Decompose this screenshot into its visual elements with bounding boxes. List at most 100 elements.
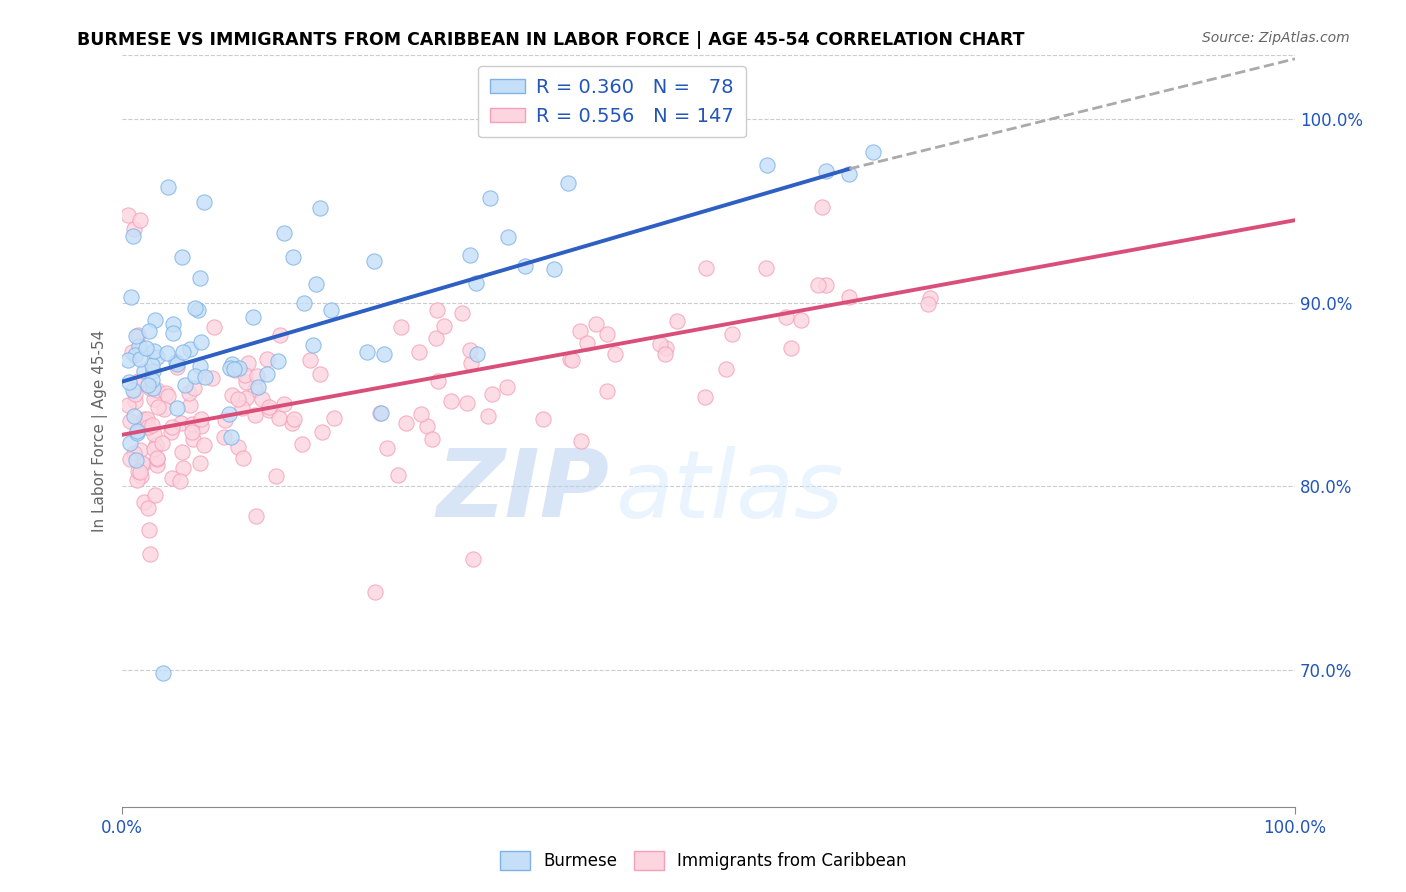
Point <box>156 180 179 194</box>
Point <box>127 374 149 388</box>
Point <box>395 416 418 430</box>
Point <box>256 368 278 382</box>
Point <box>464 276 486 290</box>
Point <box>141 418 163 433</box>
Point <box>132 363 155 377</box>
Point <box>596 384 619 398</box>
Point <box>173 377 195 392</box>
Point <box>460 356 482 370</box>
Point <box>465 346 488 360</box>
Point <box>127 328 149 343</box>
Point <box>160 425 183 440</box>
Point <box>136 378 159 392</box>
Point <box>141 373 163 387</box>
Point <box>187 303 209 318</box>
Point <box>118 435 141 450</box>
Point <box>172 445 194 459</box>
Point <box>169 474 191 488</box>
Point <box>246 380 269 394</box>
Point <box>495 379 517 393</box>
Point <box>319 302 342 317</box>
Point <box>142 364 165 378</box>
Point <box>128 465 150 479</box>
Point <box>425 330 447 344</box>
Point <box>172 461 194 475</box>
Point <box>479 191 502 205</box>
Point <box>166 357 188 371</box>
Point <box>246 369 269 384</box>
Point <box>363 254 385 268</box>
Point <box>117 208 139 222</box>
Point <box>695 261 717 276</box>
Point <box>426 302 449 317</box>
Point <box>156 389 179 403</box>
Point <box>188 271 211 285</box>
Point <box>122 409 145 423</box>
Point <box>138 523 160 537</box>
Point <box>513 259 536 273</box>
Point <box>917 297 939 311</box>
Point <box>585 317 607 331</box>
Point <box>128 442 150 457</box>
Point <box>145 438 167 452</box>
Point <box>143 488 166 502</box>
Point <box>183 381 205 395</box>
Point <box>256 352 278 367</box>
Point <box>291 437 314 451</box>
Point <box>190 334 212 349</box>
Point <box>172 345 194 359</box>
Point <box>193 194 215 209</box>
Point <box>543 262 565 277</box>
Point <box>172 250 194 264</box>
Y-axis label: In Labor Force | Age 45-54: In Labor Force | Age 45-54 <box>93 330 108 533</box>
Point <box>148 400 170 414</box>
Point <box>561 352 583 367</box>
Point <box>190 411 212 425</box>
Point <box>214 412 236 426</box>
Legend: R = 0.360   N =   78, R = 0.556   N = 147: R = 0.360 N = 78, R = 0.556 N = 147 <box>478 66 745 137</box>
Point <box>118 452 141 467</box>
Point <box>311 425 333 439</box>
Point <box>477 409 499 423</box>
Point <box>389 319 412 334</box>
Point <box>219 429 242 443</box>
Point <box>120 414 142 428</box>
Point <box>416 418 439 433</box>
Point <box>122 383 145 397</box>
Point <box>125 424 148 438</box>
Point <box>122 229 145 244</box>
Point <box>756 158 779 172</box>
Point <box>409 407 432 421</box>
Point <box>131 456 153 470</box>
Point <box>138 324 160 338</box>
Point <box>281 416 304 430</box>
Point <box>122 222 145 236</box>
Point <box>238 356 260 370</box>
Point <box>156 346 179 360</box>
Point <box>790 312 813 326</box>
Point <box>231 401 253 416</box>
Point <box>142 426 165 441</box>
Point <box>179 343 201 357</box>
Point <box>838 167 860 181</box>
Point <box>224 361 246 376</box>
Point <box>190 419 212 434</box>
Point <box>714 362 737 376</box>
Point <box>162 326 184 341</box>
Point <box>127 464 149 478</box>
Point <box>426 374 449 388</box>
Point <box>136 501 159 516</box>
Point <box>252 392 274 406</box>
Point <box>283 412 305 426</box>
Point <box>370 406 392 420</box>
Point <box>557 176 579 190</box>
Point <box>496 229 519 244</box>
Point <box>188 359 211 374</box>
Point <box>232 450 254 465</box>
Point <box>918 291 941 305</box>
Point <box>118 375 141 389</box>
Point <box>146 384 169 398</box>
Point <box>245 509 267 524</box>
Point <box>463 552 485 566</box>
Point <box>375 441 398 455</box>
